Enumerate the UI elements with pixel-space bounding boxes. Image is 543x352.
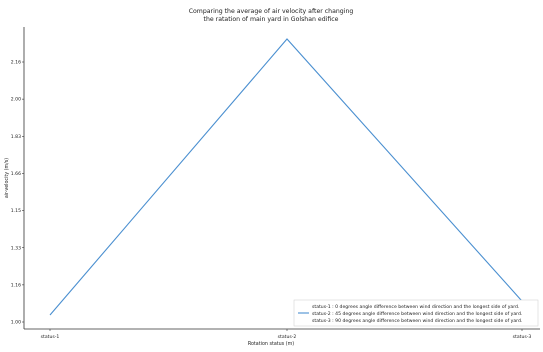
x-tick-label: status-3: [513, 334, 532, 340]
x-tick-label: status-1: [41, 334, 60, 340]
legend-entry-3: status-3 : 90 degrees angle difference b…: [312, 318, 522, 324]
y-tick-label: 1.00: [11, 320, 21, 326]
plot-area: 1.00 1.16 1.33 1.15 1.66 1.83 2.00 2.16 status-…: [11, 27, 540, 340]
legend-box: [293, 299, 539, 327]
x-tick-label: status-2: [278, 334, 297, 340]
x-axis-label: Rotation status (m): [248, 341, 294, 347]
y-tick-label: 1.33: [11, 245, 21, 251]
y-tick-label: 1.66: [11, 171, 21, 177]
y-axis-label: air-velocity (m/s): [4, 158, 10, 198]
y-tick-label: 2.00: [11, 97, 21, 103]
y-tick-label: 1.83: [11, 134, 21, 140]
y-ticks: 1.00 1.16 1.33 1.15 1.66 1.83 2.00 2.16: [11, 60, 24, 326]
data-points: [49, 38, 523, 316]
legend: status-1 : 0 degrees angle difference be…: [293, 299, 539, 327]
series-line: [49, 38, 523, 316]
y-tick-label: 2.16: [11, 60, 21, 66]
x-ticks: status-1 status-2 status-3: [41, 329, 532, 340]
chart-title-line-1: Comparing the average of air velocity af…: [189, 8, 354, 15]
y-tick-label: 1.16: [11, 282, 21, 288]
chart-title-line-2: the ratation of main yard in Golshan edi…: [204, 16, 339, 23]
legend-entry-1: status-1 : 0 degrees angle difference be…: [312, 304, 519, 310]
y-tick-label: 1.15: [11, 208, 21, 214]
legend-entry-2: status-2 : 45 degrees angle difference b…: [312, 311, 522, 317]
